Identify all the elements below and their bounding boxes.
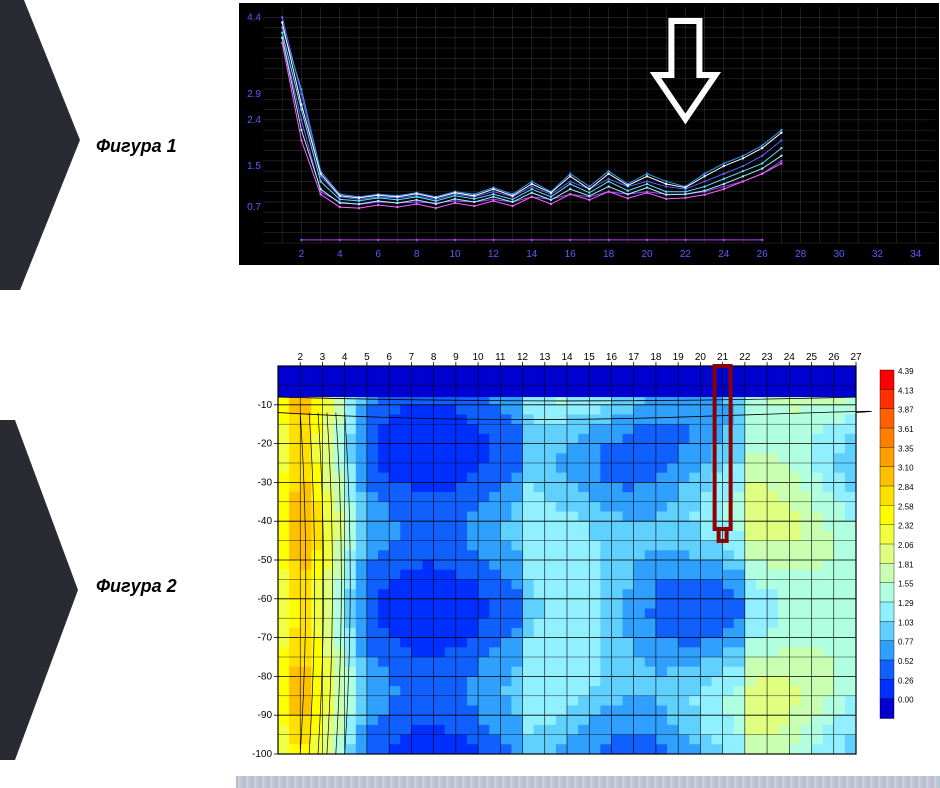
svg-text:27: 27: [850, 352, 862, 363]
svg-text:1.81: 1.81: [898, 560, 914, 569]
svg-text:-60: -60: [258, 594, 273, 605]
svg-text:25: 25: [806, 352, 818, 363]
svg-text:24: 24: [784, 352, 796, 363]
svg-text:2.4: 2.4: [247, 115, 261, 126]
svg-text:-100: -100: [252, 749, 272, 760]
svg-text:-70: -70: [258, 633, 273, 644]
svg-text:3.35: 3.35: [898, 444, 914, 453]
svg-text:30: 30: [833, 249, 845, 260]
chart1-container: 0.71.52.42.94.42468101214161820222426283…: [236, 0, 940, 268]
svg-text:13: 13: [539, 352, 551, 363]
svg-text:0.77: 0.77: [898, 638, 914, 647]
svg-text:24: 24: [718, 249, 730, 260]
svg-text:2.06: 2.06: [898, 541, 914, 550]
svg-text:21: 21: [717, 352, 729, 363]
svg-text:7: 7: [409, 352, 415, 363]
pointer-shape-2: [0, 420, 90, 760]
svg-text:2.58: 2.58: [898, 502, 914, 511]
svg-text:22: 22: [739, 352, 751, 363]
svg-text:3.61: 3.61: [898, 425, 914, 434]
svg-text:-20: -20: [258, 439, 273, 450]
svg-text:20: 20: [695, 352, 707, 363]
svg-text:16: 16: [606, 352, 618, 363]
svg-text:14: 14: [526, 249, 538, 260]
svg-text:22: 22: [680, 249, 692, 260]
svg-text:8: 8: [431, 352, 437, 363]
svg-text:1.55: 1.55: [898, 580, 914, 589]
svg-text:20: 20: [641, 249, 653, 260]
svg-text:12: 12: [517, 352, 529, 363]
svg-text:12: 12: [488, 249, 500, 260]
svg-text:8: 8: [414, 249, 420, 260]
figure2-label: Фигура 2: [96, 576, 177, 597]
svg-text:15: 15: [584, 352, 596, 363]
svg-text:2.9: 2.9: [247, 89, 261, 100]
svg-text:10: 10: [449, 249, 461, 260]
svg-text:1.29: 1.29: [898, 599, 914, 608]
svg-text:3: 3: [320, 352, 326, 363]
svg-text:6: 6: [375, 249, 381, 260]
chart2-container: 2345678910111213141516171819202122232425…: [236, 344, 940, 762]
svg-text:5: 5: [364, 352, 370, 363]
svg-text:3.10: 3.10: [898, 464, 914, 473]
svg-text:18: 18: [603, 249, 615, 260]
svg-text:18: 18: [650, 352, 662, 363]
svg-text:28: 28: [795, 249, 807, 260]
page-root: Фигура 1 0.71.52.42.94.42468101214161820…: [0, 0, 940, 788]
figure1-label: Фигура 1: [96, 136, 177, 157]
svg-text:0.52: 0.52: [898, 657, 914, 666]
svg-text:32: 32: [872, 249, 884, 260]
svg-text:-10: -10: [258, 400, 273, 411]
svg-text:11: 11: [495, 352, 506, 363]
svg-text:16: 16: [565, 249, 577, 260]
svg-text:0.7: 0.7: [247, 202, 261, 213]
svg-text:2.84: 2.84: [898, 483, 914, 492]
svg-text:-40: -40: [258, 516, 273, 527]
svg-text:4: 4: [342, 352, 348, 363]
svg-text:3.87: 3.87: [898, 406, 914, 415]
svg-text:4.13: 4.13: [898, 386, 914, 395]
svg-text:2: 2: [297, 352, 303, 363]
svg-text:6: 6: [386, 352, 392, 363]
svg-text:1.5: 1.5: [247, 161, 261, 172]
svg-text:2.32: 2.32: [898, 522, 914, 531]
svg-text:-90: -90: [258, 710, 273, 721]
svg-text:-80: -80: [258, 671, 273, 682]
svg-text:14: 14: [561, 352, 573, 363]
svg-text:0.26: 0.26: [898, 676, 914, 685]
svg-text:4: 4: [337, 249, 343, 260]
svg-text:9: 9: [453, 352, 459, 363]
svg-text:2: 2: [299, 249, 305, 260]
chart1-plot: 0.71.52.42.94.42468101214161820222426283…: [239, 3, 939, 265]
svg-text:23: 23: [762, 352, 774, 363]
pointer-shape-1: [0, 0, 90, 290]
svg-text:26: 26: [828, 352, 840, 363]
svg-text:1.03: 1.03: [898, 618, 914, 627]
svg-text:0.00: 0.00: [898, 696, 914, 705]
svg-text:10: 10: [473, 352, 485, 363]
svg-text:4.4: 4.4: [247, 12, 261, 23]
svg-text:17: 17: [628, 352, 640, 363]
svg-text:26: 26: [757, 249, 769, 260]
svg-text:4.39: 4.39: [898, 367, 914, 376]
svg-text:-50: -50: [258, 555, 273, 566]
svg-text:-30: -30: [258, 477, 273, 488]
footer-decoration: [236, 776, 940, 788]
svg-text:34: 34: [910, 249, 922, 260]
svg-text:19: 19: [673, 352, 685, 363]
